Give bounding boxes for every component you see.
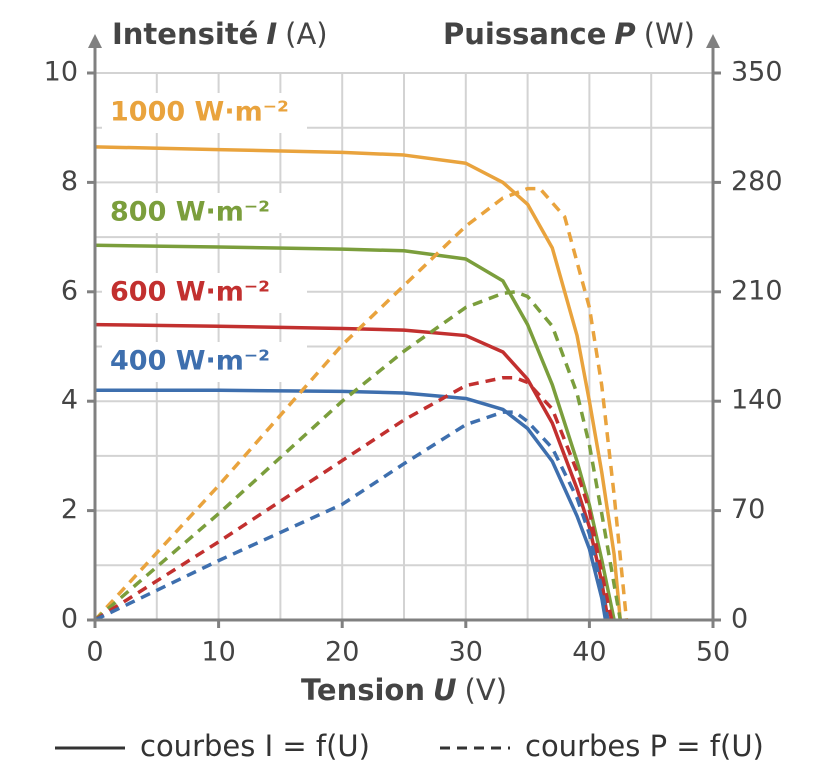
x-tick-label: 40 <box>572 637 606 668</box>
y2-axis-label-part: (W) <box>644 17 695 51</box>
curve-label-bg <box>102 342 307 382</box>
curve-label: 800 W·m⁻² <box>110 197 270 228</box>
y2-tick-label: 70 <box>731 494 765 525</box>
y-tick-label: 10 <box>44 57 78 88</box>
y-axis-label: Intensité I (A) <box>112 17 328 51</box>
legend-label: courbes I = f(U) <box>140 729 370 763</box>
y2-axis-label-part: P <box>614 17 635 51</box>
power-curve <box>93 186 629 622</box>
y-axis-arrow <box>88 34 102 48</box>
curves <box>93 145 629 622</box>
legend-label: courbes P = f(U) <box>525 729 764 763</box>
y-tick-label: 8 <box>61 166 78 197</box>
curve-label-bg <box>102 273 307 313</box>
x-tick-label: 0 <box>86 637 103 668</box>
y2-tick-label: 0 <box>731 604 748 635</box>
y2-tick-label: 210 <box>731 275 783 306</box>
x-tick-label: 50 <box>696 637 730 668</box>
y2-tick-label: 280 <box>731 166 783 197</box>
x-axis-label-part: Tension <box>301 673 425 707</box>
y2-tick-label: 140 <box>731 385 783 416</box>
x-tick-label: 20 <box>325 637 359 668</box>
curve-label-bg <box>102 93 307 133</box>
curve-label: 1000 W·m⁻² <box>110 97 289 128</box>
x-axis-label-part: (V) <box>465 673 507 707</box>
y2-tick-label: 350 <box>731 57 783 88</box>
current-curve <box>95 388 608 621</box>
y-tick-label: 0 <box>61 604 78 635</box>
power-curve <box>93 290 623 622</box>
y-tick-label: 4 <box>61 385 78 416</box>
current-curve <box>94 145 623 621</box>
curve-label: 400 W·m⁻² <box>110 346 270 377</box>
y-axis-label-part: Intensité <box>112 17 258 51</box>
foreground: 0 10 20 30 40 500246810070140210280350Intensi… <box>44 17 783 763</box>
x-axis-label: Tension U (V) <box>301 673 507 707</box>
power-curve <box>94 376 614 622</box>
y2-axis-label: Puissance P (W) <box>443 17 695 51</box>
y-axis-label-part: I <box>266 17 277 51</box>
power-curve <box>94 410 610 622</box>
x-tick-label: 10 <box>201 637 235 668</box>
x-tick-label: 30 <box>449 637 483 668</box>
y-tick-label: 6 <box>61 275 78 306</box>
y-tick-label: 2 <box>61 494 78 525</box>
curve-label-bg <box>102 193 307 233</box>
y2-axis-label-part: Puissance <box>443 17 606 51</box>
y-axis-label-part: (A) <box>285 17 327 51</box>
y2-axis-arrow <box>706 34 720 48</box>
x-axis-label-part: U <box>433 673 457 707</box>
curve-label: 600 W·m⁻² <box>110 277 270 308</box>
